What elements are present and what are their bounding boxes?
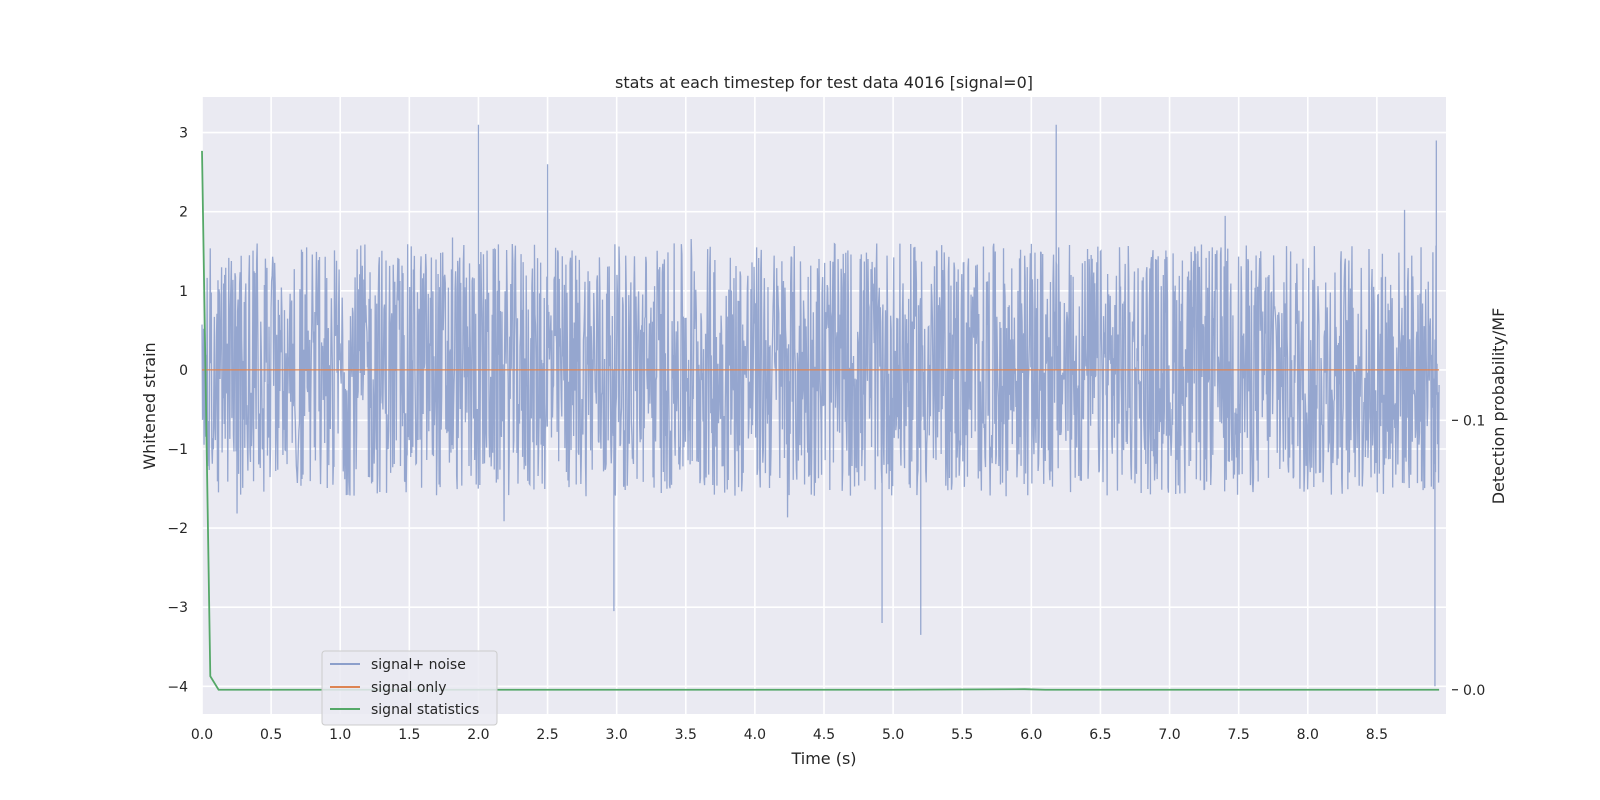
y-tick-label: −3: [167, 600, 188, 616]
x-tick-label: 4.0: [744, 727, 766, 743]
x-tick-label: 2.5: [536, 727, 558, 743]
y-tick-label: −4: [167, 679, 188, 695]
x-tick-label: 3.0: [606, 727, 628, 743]
right-tick-label: 0.1: [1463, 413, 1485, 429]
x-tick-label: 8.5: [1366, 727, 1388, 743]
x-tick-label: 5.0: [882, 727, 904, 743]
series-signal-noise-line: [201, 124, 1440, 687]
y-tick-label: 1: [179, 284, 188, 300]
x-tick-label: 0.5: [260, 727, 282, 743]
x-tick-label: 8.0: [1297, 727, 1319, 743]
x-tick-label: 1.5: [398, 727, 420, 743]
x-tick-label: 1.0: [329, 727, 351, 743]
x-tick-label: 6.5: [1089, 727, 1111, 743]
x-tick-label: 3.5: [675, 727, 697, 743]
x-tick-label: 6.0: [1020, 727, 1042, 743]
x-tick-label: 7.5: [1228, 727, 1250, 743]
legend-label-signal-noise: signal+ noise: [371, 657, 466, 673]
y-tick-label: 3: [179, 126, 188, 142]
x-tick-label: 0.0: [191, 727, 213, 743]
y-tick-label: −2: [167, 521, 188, 537]
x-tick-label: 5.5: [951, 727, 973, 743]
x-tick-label: 2.0: [467, 727, 489, 743]
series-signal-statistics-line: [201, 150, 1440, 691]
legend-label-signal-only: signal only: [371, 680, 446, 696]
series-layer: [201, 124, 1440, 691]
legend: signal+ noise signal only signal statist…: [321, 650, 498, 726]
x-tick-labels: 0.0 0.5 1.0 1.5 2.0 2.5 3.0 3.5 4.0 4.5 5.0 5.5 6.0 6…: [191, 727, 1388, 743]
legend-box: [321, 650, 498, 726]
x-axis-label: Time (s): [790, 749, 856, 768]
chart-title: stats at each timestep for test data 401…: [615, 73, 1033, 92]
right-axis-label: Detection probability/MF: [1489, 308, 1508, 505]
y-tick-label: 0: [179, 363, 188, 379]
right-tick-labels: 0.1 0.0: [1452, 413, 1485, 699]
y-tick-label: −1: [167, 442, 188, 458]
y-tick-label: 2: [179, 205, 188, 221]
right-tick-label: 0.0: [1463, 683, 1485, 699]
y-axis-label: Whitened strain: [140, 342, 159, 469]
x-tick-label: 4.5: [813, 727, 835, 743]
y-tick-labels: 3 2 1 0 −1 −2 −3 −4: [167, 126, 188, 696]
legend-label-signal-statistics: signal statistics: [371, 702, 479, 718]
x-tick-label: 7.0: [1158, 727, 1180, 743]
